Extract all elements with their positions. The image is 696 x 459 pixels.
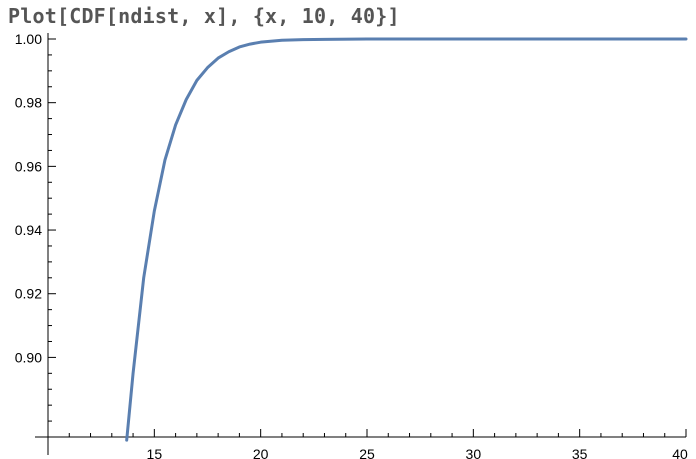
x-tick-label: 35 [572, 446, 588, 459]
x-tick-label: 20 [253, 446, 269, 459]
curves [125, 37, 688, 442]
ticks [48, 38, 687, 438]
tick-labels: 15 20 25 30 35 40 1.00 0.98 0.96 0.94 0.92 0.90 [15, 31, 688, 459]
x-tick-label: 25 [359, 446, 375, 459]
y-tick-label: 0.96 [15, 158, 42, 174]
y-tick-label: 0.92 [15, 286, 42, 302]
y-tick-label: 0.98 [15, 95, 42, 111]
axes [35, 33, 686, 455]
y-tick-label: 1.00 [15, 31, 42, 47]
x-tick-label: 30 [466, 446, 482, 459]
x-tick-label: 40 [672, 446, 688, 459]
y-tick-label: 0.94 [15, 222, 42, 238]
y-tick-label: 0.90 [15, 349, 42, 365]
input-code[interactable]: Plot[CDF[ndist, x], {x, 10, 40}] [8, 4, 400, 28]
cdf-curve [125, 37, 688, 442]
x-tick-label: 15 [147, 446, 163, 459]
